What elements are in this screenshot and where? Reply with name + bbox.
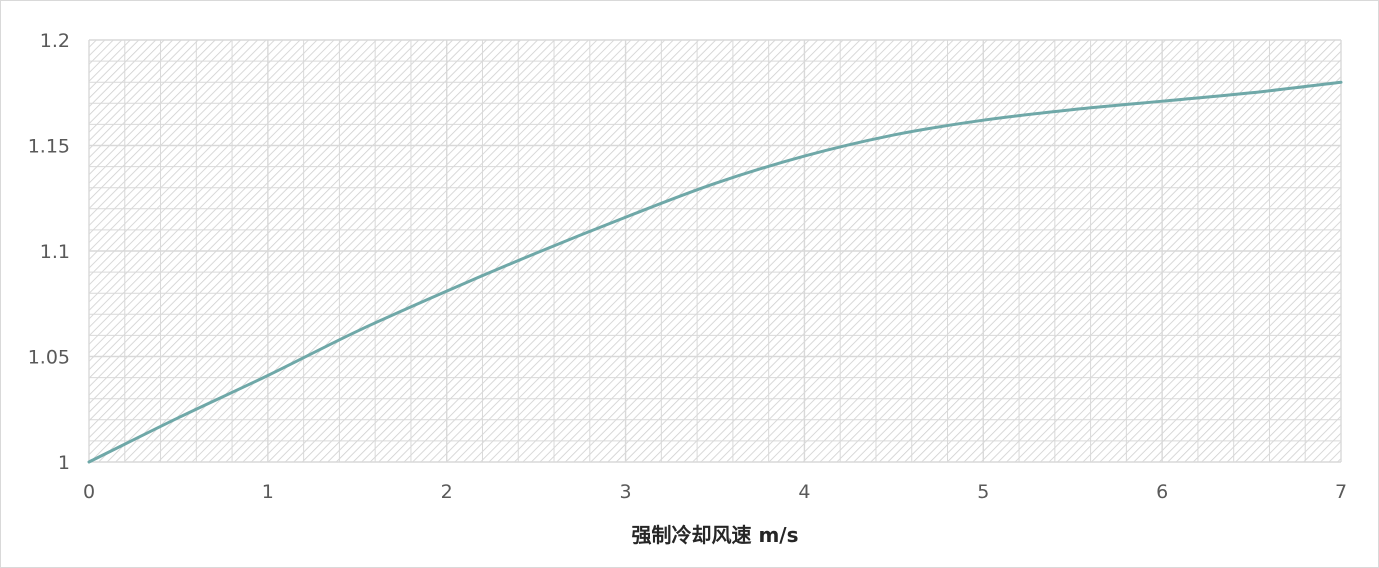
- y-tick-label: 1.05: [28, 347, 70, 369]
- y-tick-label: 1.15: [28, 136, 70, 158]
- gridlines: [88, 39, 1342, 463]
- y-axis-tick-labels: 1 1.05 1.1 1.15 1.2: [28, 30, 70, 474]
- x-tick-label: 2: [441, 481, 453, 503]
- x-tick-label: 0: [83, 481, 95, 503]
- x-axis-tick-labels: 0 1 2 3 4 5 6 7: [83, 481, 1347, 503]
- y-tick-label: 1.1: [40, 241, 70, 263]
- y-tick-label: 1: [58, 452, 70, 474]
- x-tick-label: 1: [262, 481, 274, 503]
- series-line-0: [87, 80, 1343, 464]
- x-tick-label: 7: [1335, 481, 1347, 503]
- x-tick-label: 5: [977, 481, 989, 503]
- x-tick-label: 6: [1156, 481, 1168, 503]
- x-tick-label: 4: [798, 481, 810, 503]
- x-axis-title: 强制冷却风速 m/s: [631, 523, 798, 547]
- series-layer: [87, 80, 1343, 464]
- x-tick-label: 3: [620, 481, 632, 503]
- y-tick-label: 1.2: [40, 30, 70, 52]
